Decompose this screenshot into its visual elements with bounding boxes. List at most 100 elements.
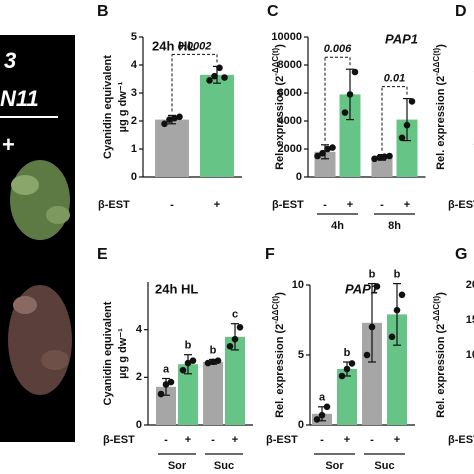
x-axis-label: β-EST: [266, 434, 298, 446]
y-axis-label-main: Rel. expression (2: [435, 76, 447, 170]
y-axis-label-main: Rel. expression (2: [274, 76, 286, 170]
data-point: [314, 152, 321, 160]
y-axis-label-sup: -ΔΔC(t): [271, 47, 280, 75]
y-tick-label: 2000: [278, 143, 302, 155]
panel-label: C: [267, 3, 279, 20]
data-point: [179, 366, 187, 374]
photo-panel: 3 N11 +: [0, 35, 75, 442]
y-tick-label: 10: [292, 279, 304, 291]
x-tick-label: +: [404, 199, 410, 211]
data-point: [209, 358, 217, 366]
y-tick-label: 10: [466, 349, 474, 361]
y-axis-label-end: ): [274, 44, 286, 48]
y-axis-label: Rel. expression (2-ΔΔC(t)): [271, 44, 286, 170]
group-label: Suc: [374, 460, 394, 472]
x-axis-label: β-EST: [448, 434, 474, 446]
y-tick-label: 0: [298, 419, 304, 431]
y-axis-label-end: ): [274, 292, 286, 296]
y-axis-label: Rel. expression (2-ΔΔC(t)): [432, 44, 447, 170]
photo-text: N11: [0, 86, 39, 111]
y-axis-label-end: ): [435, 292, 447, 296]
data-point: [388, 333, 396, 341]
data-point: [371, 155, 378, 163]
data-point: [343, 365, 351, 373]
x-tick-label: +: [394, 434, 400, 446]
panel-label: D: [455, 3, 467, 20]
data-point: [313, 416, 321, 423]
y-tick-label: 8000: [278, 59, 302, 71]
y-tick-label: 4000: [278, 115, 302, 127]
y-tick-label: 6000: [278, 87, 302, 99]
panel-label: F: [265, 246, 275, 263]
data-point: [376, 154, 383, 161]
significance-letter: c: [232, 309, 238, 321]
data-point: [381, 153, 388, 160]
photo-text: +: [2, 132, 15, 157]
y-tick-label: 5: [298, 349, 304, 361]
y-axis-label-sup: -ΔΔC(t): [271, 295, 280, 323]
data-point: [211, 72, 218, 80]
data-point: [221, 74, 228, 81]
bar: [200, 74, 234, 177]
leaf: [11, 175, 39, 195]
y-tick-label: 0: [296, 171, 302, 183]
bar: [396, 119, 418, 177]
x-tick-label: -: [320, 434, 324, 446]
y-tick-label: 0: [136, 419, 142, 431]
bar: [371, 157, 393, 177]
y-tick-label: 1: [131, 143, 137, 155]
bar: [337, 369, 357, 425]
data-point: [166, 116, 173, 123]
bar: [203, 361, 223, 425]
p-value: 0.01: [384, 73, 405, 85]
data-point: [351, 68, 359, 76]
y-axis-label-main: Rel. expression (2: [274, 324, 286, 418]
y-axis-label: Cyanidin equivalent: [102, 55, 114, 159]
significance-letter: b: [394, 269, 401, 281]
bar: [387, 314, 407, 425]
data-point: [398, 291, 406, 299]
data-point: [184, 359, 192, 367]
y-tick-label: 10000: [271, 31, 302, 43]
significance-letter: a: [163, 363, 170, 375]
y-axis-label: Rel. expression (2-ΔΔC(t)): [432, 292, 447, 418]
p-value: 0.006: [324, 43, 352, 55]
x-tick-label: +: [185, 434, 191, 446]
x-tick-label: -: [170, 199, 174, 211]
data-point: [226, 343, 234, 350]
y-tick-label: 15: [466, 314, 474, 326]
data-point: [408, 98, 416, 105]
data-point: [386, 152, 393, 160]
data-point: [161, 120, 168, 128]
bar: [225, 336, 245, 425]
x-tick-label: -: [164, 434, 168, 446]
y-axis-label: µg g dw⁻¹: [117, 328, 129, 379]
x-axis-label: β-EST: [272, 199, 304, 211]
y-tick-label: 4: [131, 59, 138, 71]
bar: [155, 119, 189, 177]
data-point: [206, 77, 213, 84]
y-axis-label: µg g dw⁻¹: [117, 81, 129, 132]
data-point: [338, 372, 346, 380]
y-axis-label-sup: -ΔΔC(t): [432, 47, 441, 75]
x-axis-label: β-EST: [98, 199, 130, 211]
data-point: [157, 390, 165, 398]
significance-letter: b: [369, 269, 376, 281]
y-axis-label: Rel. expression (2-ΔΔC(t)): [271, 292, 286, 418]
significance-letter: a: [319, 392, 326, 404]
data-point: [341, 109, 349, 116]
x-tick-label: -: [323, 199, 327, 211]
x-tick-label: -: [380, 199, 384, 211]
group-label: 4h: [331, 220, 344, 232]
photo-text: 3: [4, 48, 16, 73]
bar: [178, 364, 198, 425]
x-tick-label: +: [232, 434, 238, 446]
group-label: Sor: [325, 460, 344, 472]
significance-letter: b: [185, 340, 192, 352]
data-point: [318, 411, 326, 419]
y-axis-label: Cyanidin equivalent: [102, 301, 114, 405]
y-tick-label: 4: [136, 324, 143, 336]
bar: [362, 322, 382, 425]
y-tick-label: 2: [131, 115, 137, 127]
leaf: [13, 296, 37, 314]
